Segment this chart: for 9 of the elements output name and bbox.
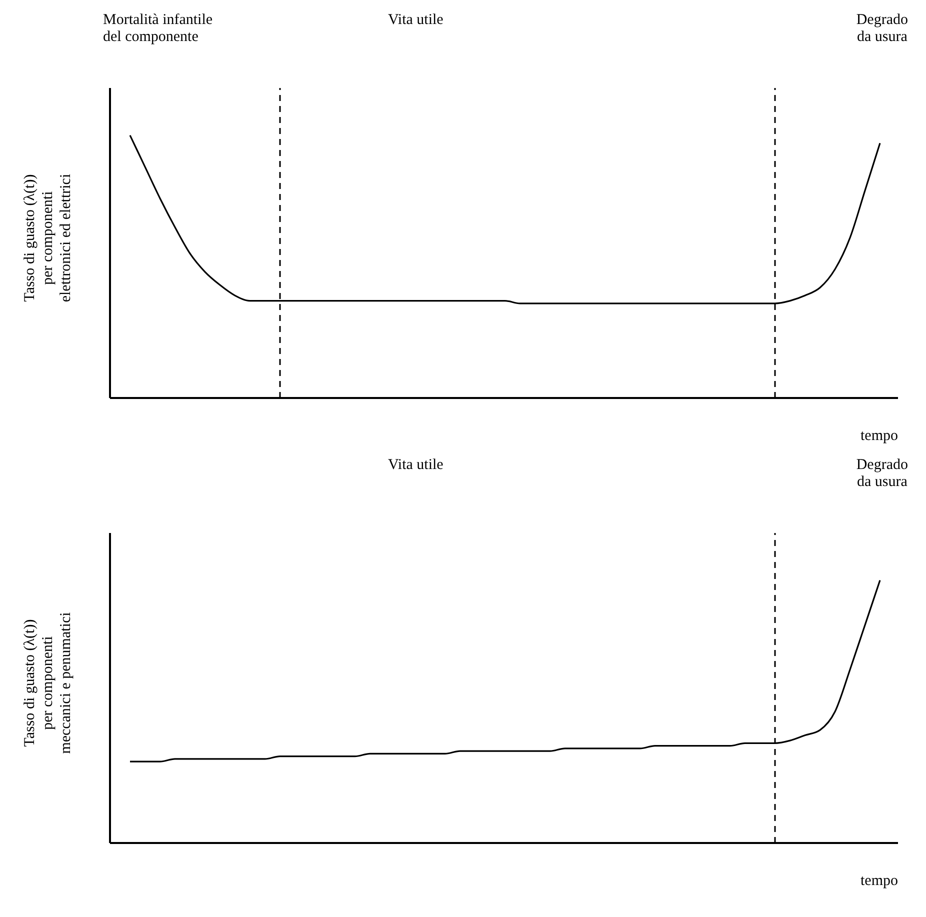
y-axis-title: Tasso di guasto (λ(t)) per componenti elettronici ed elettrici	[21, 174, 75, 302]
text: Vita utile	[388, 457, 444, 474]
y-axis-title: Tasso di guasto (λ(t)) per componenti meccanici e penumatici	[21, 612, 75, 754]
text: Degrado da usura	[856, 457, 908, 491]
text: Degrado da usura	[856, 12, 908, 46]
x-axis-title: tempo	[860, 428, 898, 445]
x-axis-title: tempo	[860, 873, 898, 890]
text: Vita utile	[388, 12, 444, 29]
text: Mortalità infantile del componente	[103, 12, 213, 46]
